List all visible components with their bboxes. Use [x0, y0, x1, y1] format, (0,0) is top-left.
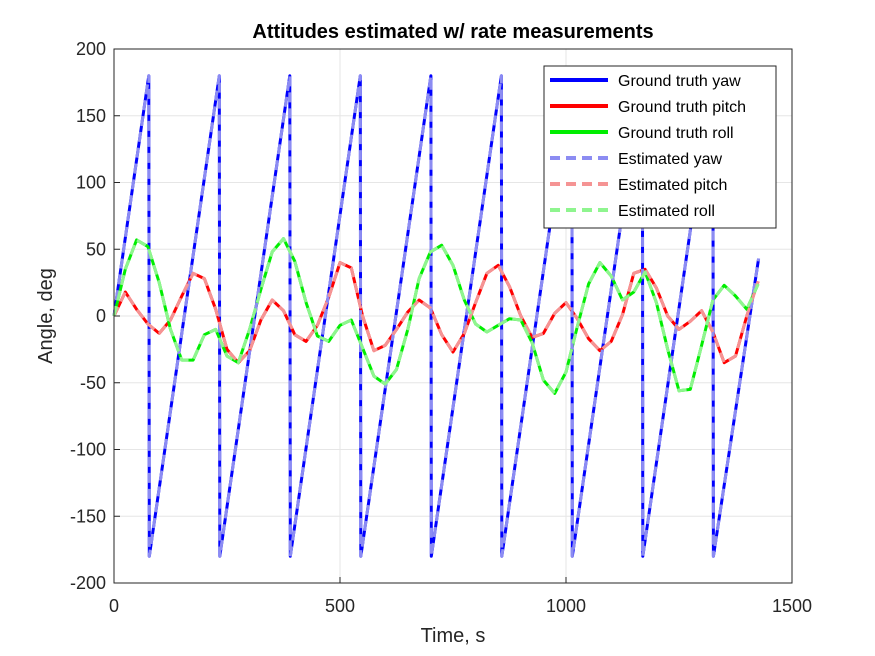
legend-label: Estimated yaw [618, 151, 722, 168]
y-tick-label: -100 [70, 440, 106, 460]
y-tick-label: 200 [76, 39, 106, 59]
x-tick-label: 1000 [546, 596, 586, 616]
y-tick-label: 150 [76, 106, 106, 126]
ticks: 0 500 1000 1500 -200 -150 -100 -50 0 50 100 150 200 [70, 39, 812, 616]
estimated-roll-line [112, 237, 760, 395]
estimated-pitch-line [112, 261, 760, 365]
legend-label: Ground truth roll [618, 125, 734, 142]
y-axis-label: Angle, deg [35, 268, 57, 364]
x-tick-label: 500 [325, 596, 355, 616]
y-tick-label: 0 [96, 306, 106, 326]
y-tick-label: -50 [80, 373, 106, 393]
y-tick-label: -200 [70, 573, 106, 593]
legend-label: Estimated pitch [618, 177, 727, 194]
y-tick-label: 100 [76, 173, 106, 193]
legend-label: Ground truth pitch [618, 99, 746, 116]
y-tick-label: -150 [70, 506, 106, 526]
legend: Ground truth yaw Ground truth pitch Ground… [543, 65, 777, 229]
legend-box [543, 65, 777, 229]
legend-label: Ground truth yaw [618, 73, 741, 90]
chart-title: Attitudes estimated w/ rate measurements [252, 21, 653, 43]
legend-label: Estimated roll [618, 203, 715, 220]
x-axis-label: Time, s [421, 625, 486, 647]
x-tick-label: 0 [109, 596, 119, 616]
y-tick-label: 50 [86, 239, 106, 259]
x-tick-label: 1500 [772, 596, 812, 616]
series-layer [112, 74, 761, 558]
estimated-yaw-line [112, 74, 761, 558]
